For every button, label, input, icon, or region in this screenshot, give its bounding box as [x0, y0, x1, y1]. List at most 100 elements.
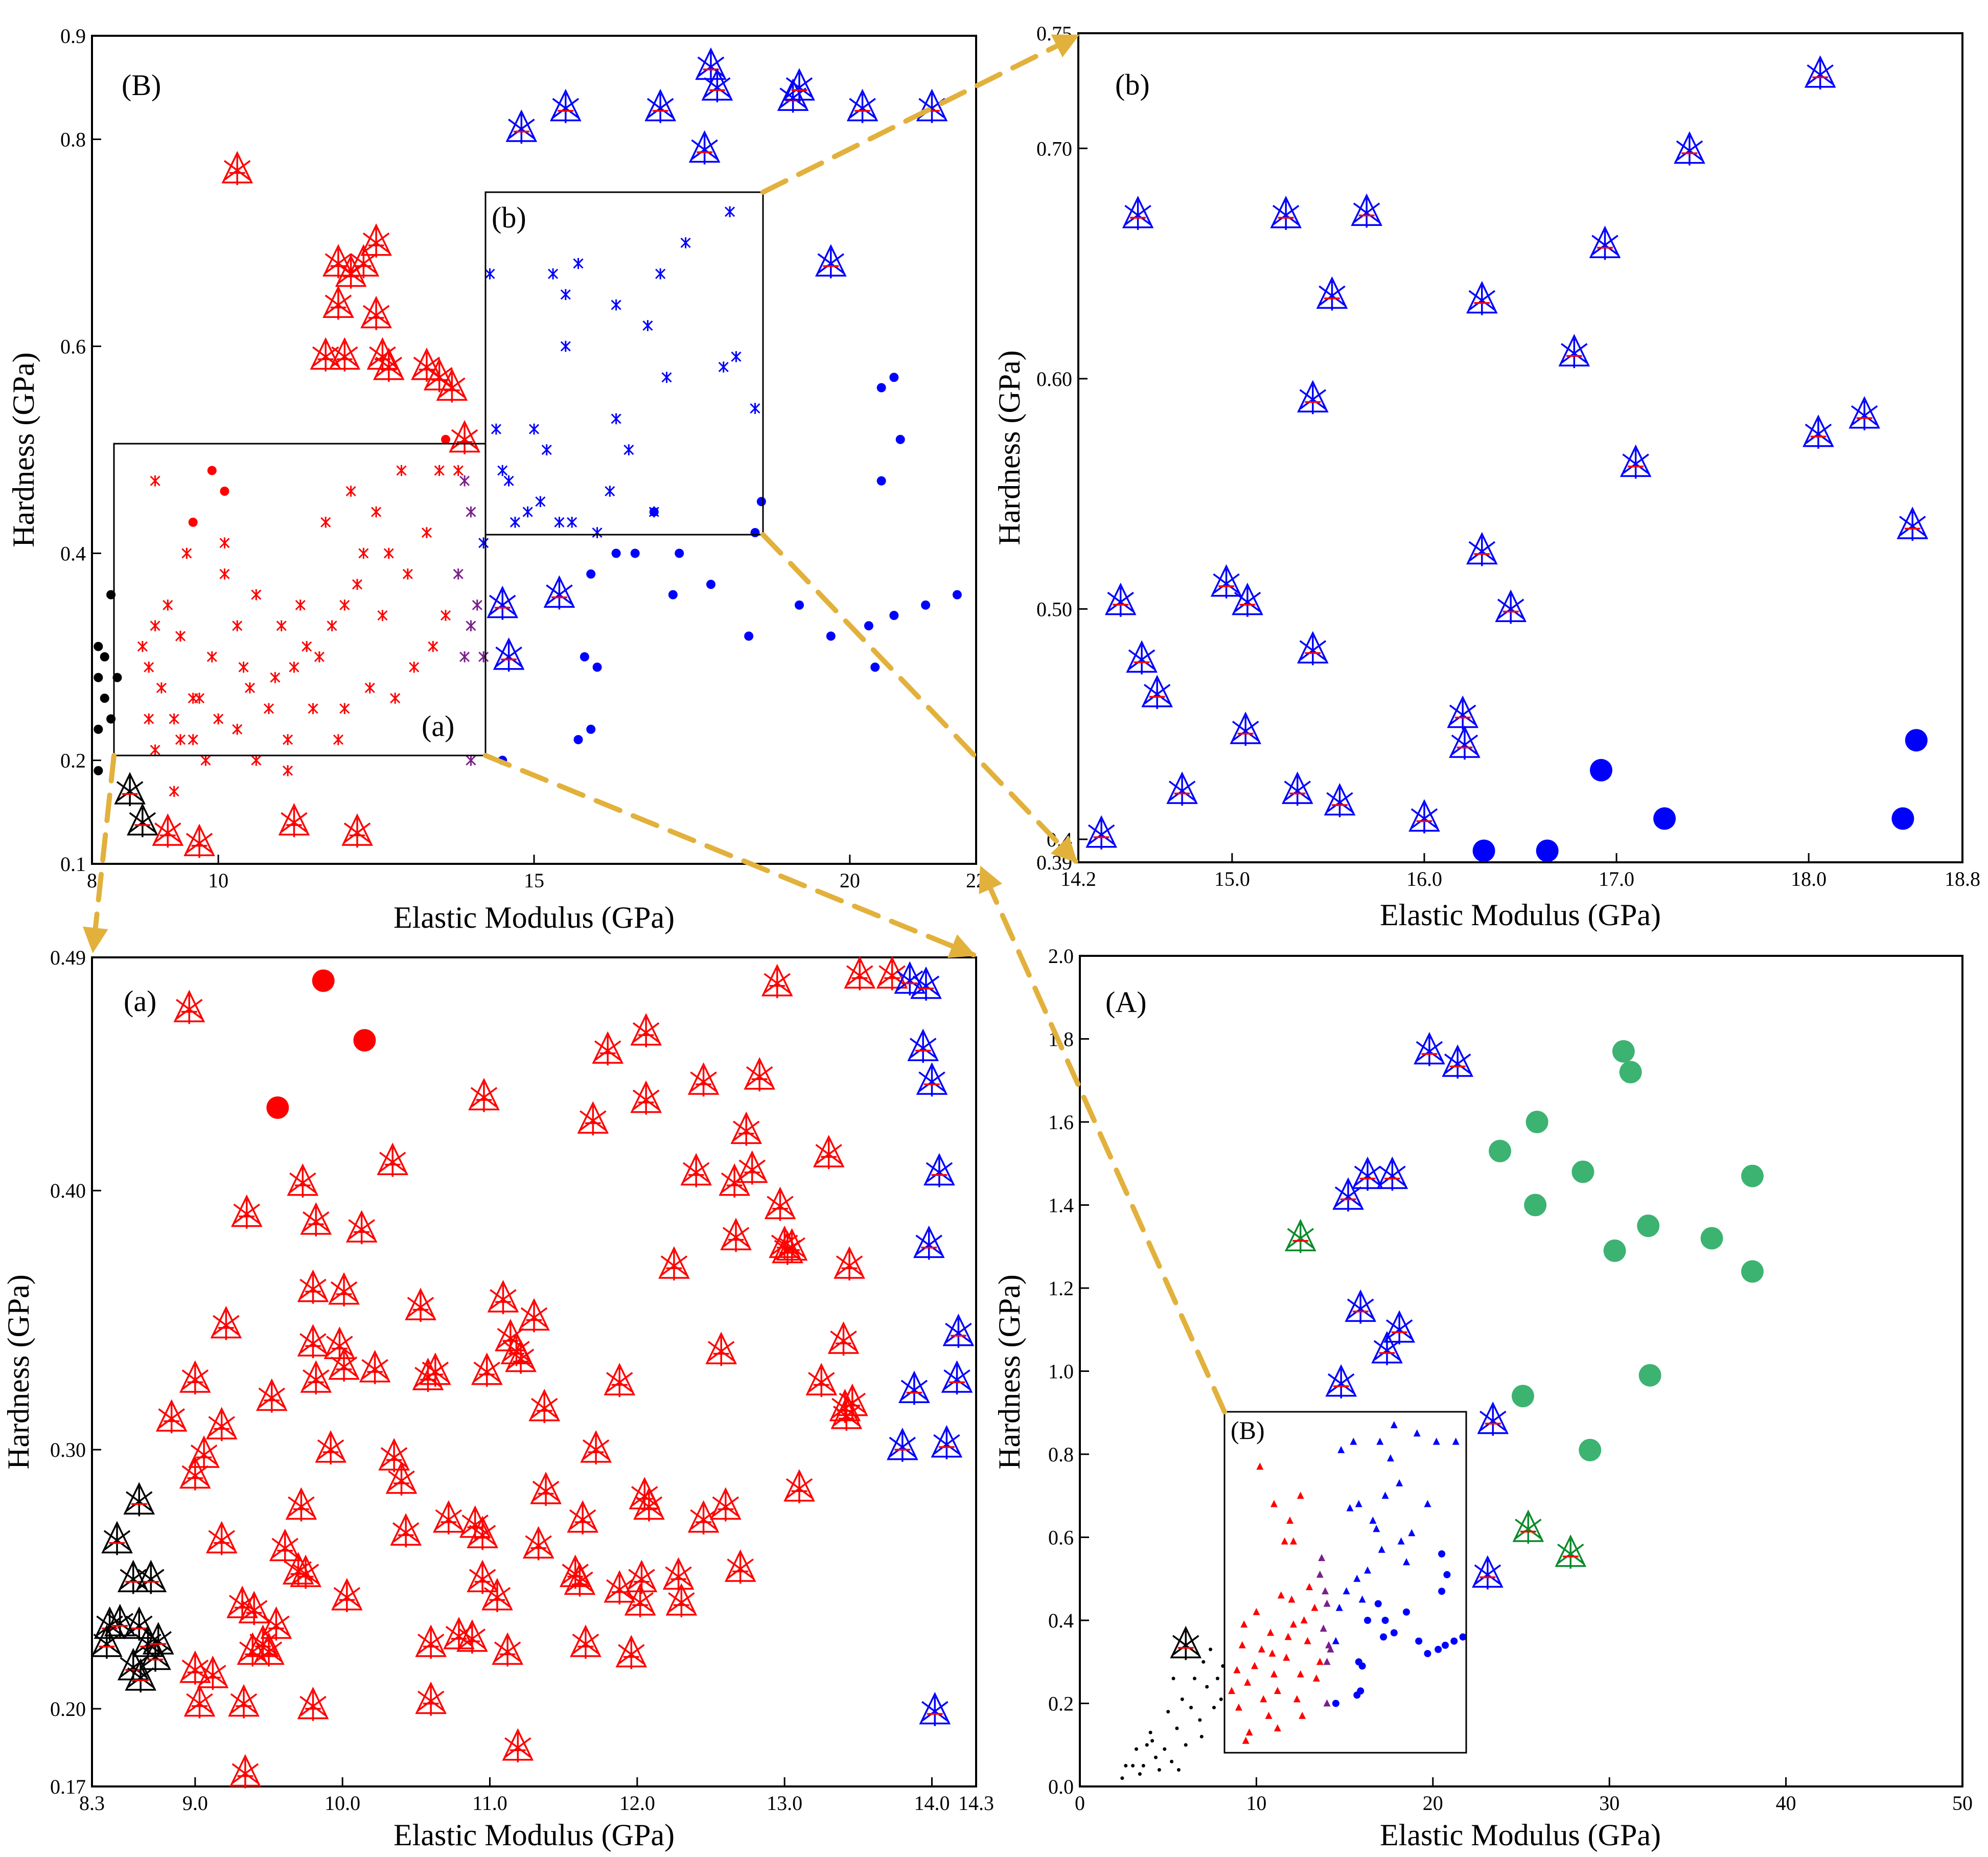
- a-red-tri-point-8: [297, 1686, 329, 1721]
- B-red-point-40: [333, 734, 343, 745]
- A-black-point-26: [1199, 1735, 1204, 1738]
- A-red-point-34: [1281, 1537, 1288, 1545]
- panel-b-frame: [1077, 32, 1963, 863]
- B-blue-dot-point-14: [795, 600, 804, 610]
- B-blue-point-5: [528, 423, 540, 435]
- a-red-tri-point-96: [761, 964, 793, 998]
- a-black-tri-point-3: [135, 1560, 167, 1594]
- b-blue-tri-point-21: [1674, 131, 1705, 166]
- a-red-tri-point-51: [468, 1077, 500, 1112]
- B-red-point-15: [396, 465, 407, 476]
- a-red-tri-point-32: [300, 1360, 332, 1395]
- y-tick-label-a-1: 0.20: [50, 1698, 86, 1721]
- panel-A-marks: [1120, 1031, 1764, 1780]
- A-blue-point-19: [1380, 1633, 1388, 1641]
- A-blue-point-14: [1452, 1437, 1460, 1445]
- B-red-point-18: [453, 465, 464, 476]
- y-tick-label-A-3: 0.6: [1048, 1526, 1074, 1549]
- B-red-point-46: [219, 537, 230, 549]
- a-black-tri-point-1: [123, 1482, 155, 1517]
- a-red-tri-point-57: [492, 1632, 523, 1667]
- A-green-dot-point-5: [1524, 1194, 1547, 1217]
- B-red-tri-point-2: [278, 803, 310, 837]
- A-purple-point-5: [1323, 1658, 1331, 1665]
- b-blue-dot-point-4: [1891, 807, 1914, 830]
- arrow-inset-a-to-panel-a: [82, 753, 117, 953]
- A-black-point-25: [1148, 1730, 1152, 1734]
- a-red-tri-point-60: [505, 1339, 537, 1374]
- x-tick-label-A-1: 10: [1246, 1792, 1266, 1815]
- B-purple-point-4: [459, 651, 470, 662]
- A-green-dot-point-10: [1741, 1260, 1764, 1283]
- A-purple-point-2: [1323, 1599, 1331, 1607]
- a-blue-tri-point-1: [910, 966, 942, 1001]
- B-red-point-5: [137, 640, 148, 652]
- a-red-tri-point-100: [776, 1228, 808, 1263]
- A-red-point-12: [1316, 1658, 1324, 1665]
- b-blue-tri-point-19: [1589, 225, 1621, 260]
- A-blue-tri-point-8: [1325, 1364, 1357, 1399]
- y-tick-label-a-4: 0.49: [50, 946, 86, 969]
- B-blue-point-3: [503, 475, 514, 487]
- B-red-point-31: [150, 744, 160, 756]
- a-red-tri-point-35: [328, 1272, 360, 1306]
- x-tick-label-a-5: 13.0: [767, 1792, 802, 1815]
- B-red-dot-point-2: [220, 487, 229, 496]
- A-blue-point-0: [1332, 1700, 1339, 1707]
- panel-A-ylabel: Hardness (GPa): [992, 1274, 1026, 1470]
- B-red-tri-point-14: [373, 347, 405, 382]
- B-blue-point-2: [497, 465, 508, 476]
- B-red-point-8: [232, 620, 243, 632]
- A-blue-point-17: [1378, 1545, 1385, 1553]
- A-red-point-29: [1299, 1711, 1306, 1719]
- A-blue-point-6: [1376, 1437, 1384, 1445]
- B-blue-tri-point-12: [846, 88, 879, 123]
- A-black-point-3: [1141, 1763, 1145, 1768]
- a-black-tri-point-0: [101, 1521, 133, 1555]
- y-tick-label-A-1: 0.2: [1048, 1692, 1074, 1715]
- A-black-point-5: [1157, 1768, 1161, 1772]
- b-blue-tri-point-22: [1802, 414, 1834, 449]
- a-red-tri-point-85: [680, 1153, 712, 1187]
- b-blue-tri-point-0: [1085, 815, 1117, 850]
- B-red-point-30: [169, 713, 179, 725]
- a-red-tri-point-103: [813, 1135, 845, 1170]
- B-red-dot-point-0: [188, 517, 198, 527]
- A-blue-point-23: [1408, 1529, 1416, 1537]
- a-red-tri-point-41: [390, 1513, 422, 1548]
- B-blue-point-25: [750, 403, 760, 414]
- B-red-point-28: [213, 713, 224, 725]
- b-blue-tri-point-8: [1281, 771, 1313, 806]
- a-red-tri-point-56: [487, 1280, 519, 1314]
- a-red-tri-point-101: [783, 1469, 815, 1503]
- A-blue-tri-point-5: [1345, 1289, 1376, 1324]
- a-red-tri-point-24: [260, 1606, 292, 1641]
- B-red-tri-point-15: [411, 347, 443, 382]
- B-red-tri-point-16: [423, 358, 455, 393]
- a-red-tri-point-2: [287, 1163, 319, 1198]
- a-red-tri-point-42: [405, 1288, 436, 1322]
- a-black-tri-point-11: [142, 1622, 174, 1657]
- A-black-point-13: [1205, 1685, 1209, 1689]
- B-blue-tri-point-0: [487, 585, 519, 620]
- a-red-tri-point-55: [481, 1577, 513, 1612]
- B-red-point-53: [339, 599, 350, 611]
- A-blue-point-9: [1396, 1479, 1403, 1486]
- B-red-tri-point-12: [329, 337, 361, 372]
- A-black-point-15: [1219, 1697, 1223, 1701]
- a-red-tri-point-5: [377, 1142, 408, 1177]
- a-red-tri-point-65: [530, 1472, 562, 1506]
- a-red-tri-point-18: [205, 1407, 238, 1441]
- A-black-point-4: [1150, 1739, 1154, 1743]
- B-black-point-4: [100, 652, 109, 661]
- panel-A-frame: [1079, 955, 1963, 1787]
- b-blue-dot-point-5: [1905, 729, 1928, 752]
- A-red-point-33: [1297, 1492, 1304, 1499]
- y-tick-label-A-8: 1.6: [1048, 1111, 1074, 1134]
- b-blue-tri-point-9: [1297, 380, 1329, 415]
- x-tick-label-A-5: 50: [1952, 1792, 1973, 1815]
- A-purple-point-1: [1322, 1587, 1329, 1595]
- B-blue-dot-point-9: [668, 590, 678, 600]
- x-tick-label-a-0: 8.3: [79, 1792, 105, 1815]
- a-red-tri-point-91: [720, 1218, 752, 1252]
